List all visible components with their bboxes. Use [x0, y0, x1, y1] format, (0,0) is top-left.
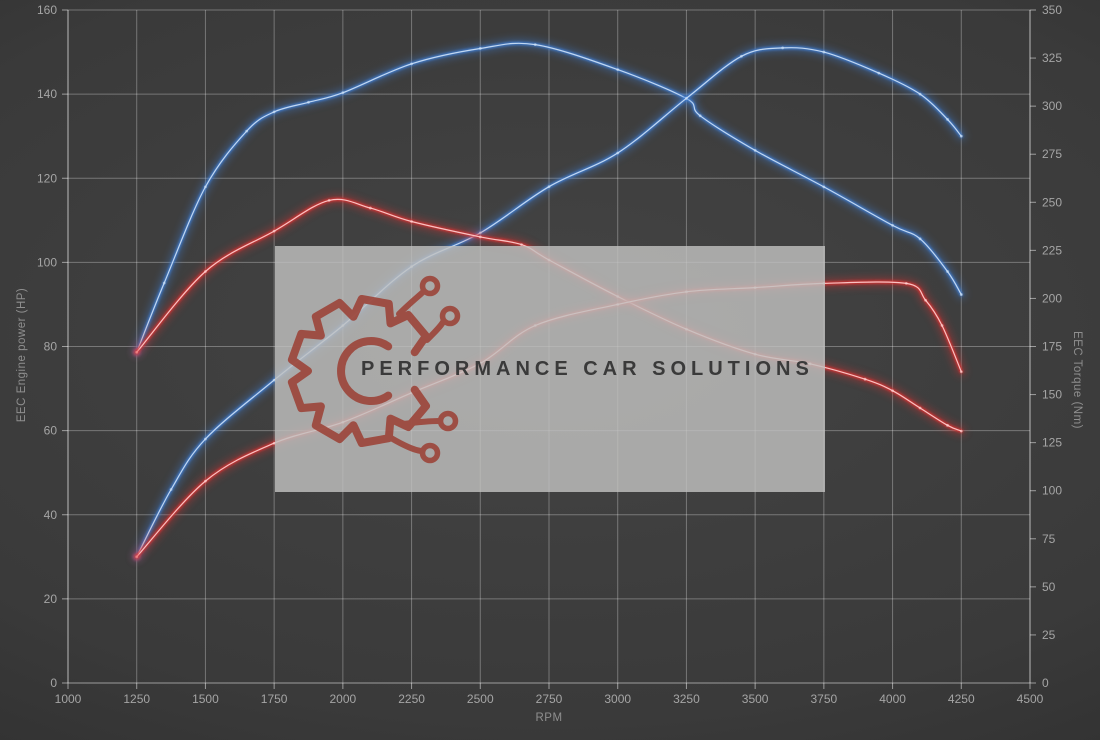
watermark-text: PERFORMANCE CAR SOLUTIONS — [361, 357, 814, 380]
svg-text:160: 160 — [37, 3, 57, 17]
svg-text:3750: 3750 — [811, 692, 838, 706]
svg-text:20: 20 — [44, 592, 58, 606]
y-right-axis-label: EEC Torque (Nm) — [1071, 330, 1083, 430]
svg-text:300: 300 — [1042, 99, 1062, 113]
svg-text:40: 40 — [44, 508, 58, 522]
svg-text:80: 80 — [44, 340, 58, 354]
gear-circuit-icon — [287, 275, 461, 464]
svg-text:140: 140 — [37, 87, 57, 101]
svg-text:25: 25 — [1042, 628, 1056, 642]
svg-text:1500: 1500 — [192, 692, 219, 706]
svg-text:325: 325 — [1042, 51, 1062, 65]
svg-text:150: 150 — [1042, 388, 1062, 402]
watermark: PERFORMANCE CAR SOLUTIONS — [275, 246, 825, 492]
svg-text:3250: 3250 — [673, 692, 700, 706]
svg-text:4250: 4250 — [948, 692, 975, 706]
svg-text:350: 350 — [1042, 3, 1062, 17]
svg-text:175: 175 — [1042, 340, 1062, 354]
svg-text:60: 60 — [44, 424, 58, 438]
svg-text:50: 50 — [1042, 580, 1056, 594]
svg-text:120: 120 — [37, 171, 57, 185]
svg-text:2000: 2000 — [330, 692, 357, 706]
svg-text:0: 0 — [50, 676, 57, 690]
y-left-axis-label: EEC Engine power (HP) — [16, 287, 28, 423]
series-blue-torque — [132, 38, 966, 357]
svg-text:250: 250 — [1042, 195, 1062, 209]
svg-text:0: 0 — [1042, 676, 1049, 690]
tick-labels: 1000 1250 1500 1750 2000 2250 2500 2750 3000 3250… — [37, 3, 1062, 706]
svg-text:2250: 2250 — [398, 692, 425, 706]
x-axis-label: RPM — [535, 712, 563, 724]
svg-text:100: 100 — [37, 255, 57, 269]
svg-text:1750: 1750 — [261, 692, 288, 706]
svg-text:2750: 2750 — [536, 692, 563, 706]
svg-text:3000: 3000 — [604, 692, 631, 706]
svg-text:275: 275 — [1042, 147, 1062, 161]
svg-text:1000: 1000 — [55, 692, 82, 706]
svg-text:4000: 4000 — [879, 692, 906, 706]
axes — [62, 9, 1036, 689]
svg-text:75: 75 — [1042, 532, 1056, 546]
svg-text:1250: 1250 — [123, 692, 150, 706]
svg-text:225: 225 — [1042, 243, 1062, 257]
svg-text:3500: 3500 — [742, 692, 769, 706]
svg-text:200: 200 — [1042, 291, 1062, 305]
svg-text:2500: 2500 — [467, 692, 494, 706]
svg-text:4500: 4500 — [1017, 692, 1044, 706]
svg-text:100: 100 — [1042, 484, 1062, 498]
svg-text:125: 125 — [1042, 436, 1062, 450]
